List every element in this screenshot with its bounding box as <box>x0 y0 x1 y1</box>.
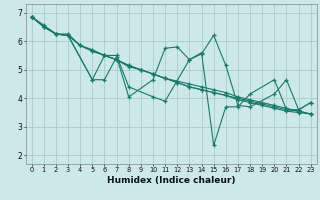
X-axis label: Humidex (Indice chaleur): Humidex (Indice chaleur) <box>107 176 236 185</box>
